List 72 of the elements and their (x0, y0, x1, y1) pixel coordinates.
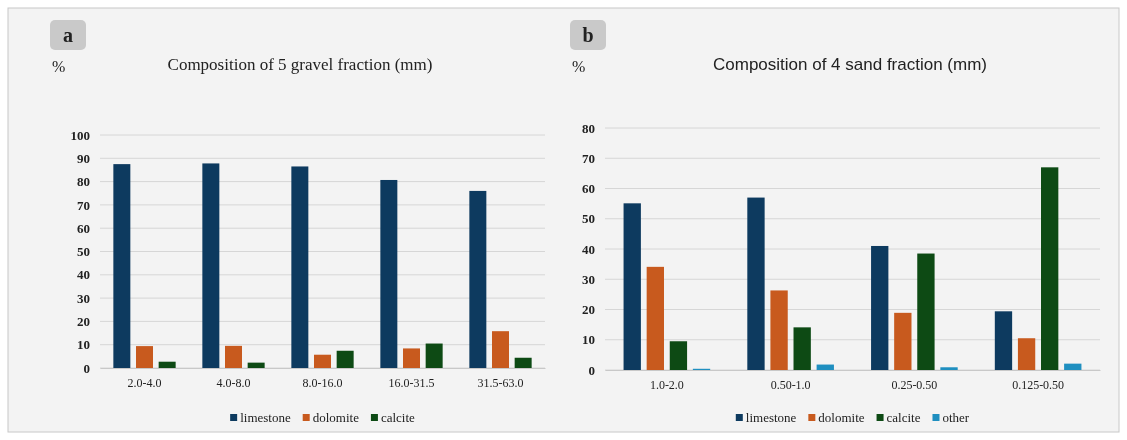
bar (1064, 363, 1082, 370)
x-tick-label: 4.0-8.0 (216, 375, 251, 390)
legend-label: calcite (380, 410, 416, 425)
bar (871, 245, 889, 370)
bar (403, 348, 420, 368)
y-tick-label: 20 (582, 302, 595, 318)
x-tick-label: 8.0-16.0 (302, 375, 343, 390)
bar (113, 164, 131, 368)
bar (247, 362, 265, 368)
y-tick-label: 40 (582, 241, 595, 257)
bar (425, 343, 443, 368)
legend-label: other (942, 410, 970, 425)
bar (158, 361, 176, 368)
bar (940, 367, 958, 370)
y-tick-label: 70 (582, 150, 595, 166)
y-tick-label: 60 (582, 181, 595, 197)
y-tick-label: 80 (77, 174, 90, 190)
bar (225, 345, 242, 368)
x-tick-label: 16.0-31.5 (388, 375, 435, 390)
bar (770, 290, 788, 370)
x-tick-label: 0.25-0.50 (891, 377, 938, 392)
y-tick-label: 90 (77, 150, 90, 166)
bar (917, 253, 935, 370)
bar (336, 350, 354, 368)
bar (469, 190, 487, 368)
y-tick-label: 70 (77, 197, 90, 213)
bar (646, 266, 664, 370)
chart-title: Composition of 5 gravel fraction (mm) (167, 55, 433, 74)
bar (314, 354, 331, 368)
y-tick-label: 50 (77, 244, 90, 260)
y-tick-label: 20 (77, 314, 90, 330)
x-tick-label: 0.50-1.0 (770, 377, 811, 392)
bar (136, 346, 153, 368)
x-tick-label: 31.5-63.0 (477, 375, 524, 390)
y-tick-label: 50 (582, 211, 595, 227)
y-tick-label: 0 (588, 362, 595, 378)
y-tick-label: 10 (77, 337, 90, 353)
x-tick-label: 0.125-0.50 (1012, 377, 1065, 392)
chart-title: Composition of 4 sand fraction (mm) (713, 55, 987, 74)
bar (669, 341, 688, 370)
bar (380, 179, 398, 368)
bar (623, 203, 641, 370)
legend-label: limestone (240, 410, 291, 425)
y-axis-title: % (52, 58, 66, 75)
y-tick-label: 0 (83, 360, 90, 376)
bar (793, 327, 811, 370)
text: b (582, 24, 594, 46)
bar (1041, 167, 1059, 370)
x-tick-label: 1.0-2.0 (649, 377, 684, 392)
legend-label: calcite (886, 410, 921, 425)
bar (291, 166, 309, 368)
y-tick-label: 60 (77, 220, 90, 236)
y-tick-label: 40 (77, 267, 90, 283)
y-tick-label: 10 (582, 332, 595, 348)
bar (202, 163, 220, 368)
legend-label: dolomite (312, 410, 360, 425)
y-axis-title: % (572, 58, 586, 75)
bar (1017, 338, 1036, 370)
bar (492, 331, 509, 368)
legend-label: limestone (745, 410, 797, 425)
bar (816, 364, 834, 370)
bar (747, 197, 765, 370)
x-tick-label: 2.0-4.0 (127, 375, 162, 390)
bar (514, 357, 532, 368)
text: a (63, 24, 73, 46)
legend-label: dolomite (818, 410, 865, 425)
y-tick-label: 80 (582, 120, 595, 136)
y-tick-label: 100 (70, 127, 90, 143)
bar (994, 311, 1013, 370)
y-tick-label: 30 (77, 290, 90, 306)
y-tick-label: 30 (582, 271, 595, 287)
bar (894, 312, 912, 370)
